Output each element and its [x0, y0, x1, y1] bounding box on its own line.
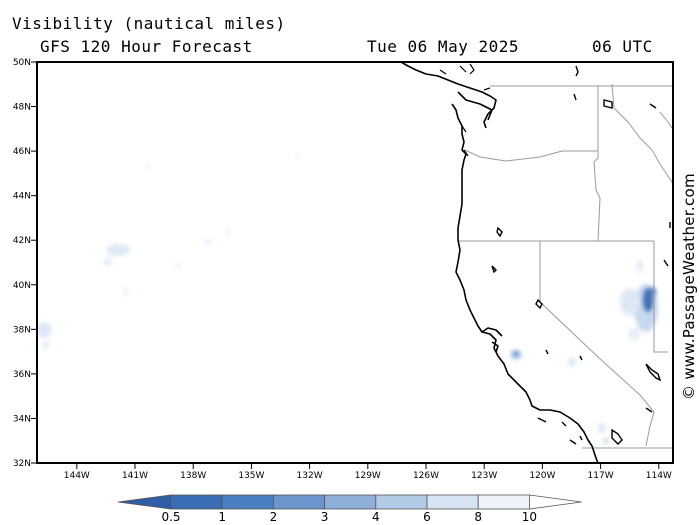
colorbar-label: 1	[218, 510, 226, 524]
forecast-date: Tue 06 May 2025	[367, 37, 519, 56]
lon-label: 138W	[180, 471, 206, 481]
colorbar-min-arrow	[117, 494, 172, 510]
lat-label: 34N	[13, 414, 31, 424]
lon-label: 144W	[64, 471, 90, 481]
colorbar-segment	[221, 494, 274, 510]
colorbar-max-arrow	[529, 494, 582, 510]
colorbar-segment	[324, 494, 377, 510]
lon-label: 132W	[297, 471, 323, 481]
forecast-time: 06 UTC	[592, 37, 653, 56]
colorbar-label: 8	[474, 510, 482, 524]
lon-label: 126W	[413, 471, 439, 481]
lat-label: 50N	[13, 58, 31, 68]
map-frame	[36, 61, 674, 464]
colorbar-label: 4	[372, 510, 380, 524]
lat-label: 32N	[13, 459, 31, 469]
colorbar-segment	[272, 494, 325, 510]
colorbar-segment	[170, 494, 223, 510]
lat-label: 48N	[13, 103, 31, 113]
colorbar-segment	[375, 494, 428, 510]
map-title: Visibility (nautical miles)	[12, 14, 286, 33]
lat-label: 36N	[13, 370, 31, 380]
copyright-credit: © www.PassageWeather.com	[680, 173, 698, 400]
lon-label: 120W	[529, 471, 555, 481]
colorbar-label: 0.5	[161, 510, 180, 524]
lat-label: 38N	[13, 325, 31, 335]
colorbar-segment	[426, 494, 479, 510]
visibility-colorbar: 0.5 1 2 3 4 6 8 10	[117, 494, 582, 524]
coastal-islands	[439, 63, 491, 157]
forecast-model-label: GFS 120 Hour Forecast	[40, 37, 253, 56]
colorbar-label: 6	[423, 510, 431, 524]
lat-label: 42N	[13, 236, 31, 246]
lon-label: 123W	[471, 471, 497, 481]
lat-label: 44N	[13, 192, 31, 202]
lon-label: 114W	[646, 471, 672, 481]
colorbar-label: 3	[321, 510, 329, 524]
lon-label: 141W	[122, 471, 148, 481]
coastline	[400, 62, 599, 463]
map-background	[37, 62, 673, 463]
lon-label: 117W	[588, 471, 614, 481]
lat-label: 46N	[13, 147, 31, 157]
colorbar-segment	[477, 494, 530, 510]
lon-label: 129W	[355, 471, 381, 481]
inland-lakes	[491, 65, 671, 445]
colorbar-label: 2	[270, 510, 278, 524]
lon-label: 135W	[238, 471, 264, 481]
lat-label: 40N	[13, 281, 31, 291]
latitude-axis: 50N 48N 46N 44N 42N 40N 38N 36N 34N 32N	[13, 58, 37, 469]
colorbar-label: 10	[522, 510, 537, 524]
longitude-axis: 144W 141W 138W 135W 132W 129W 126W 123W 120W 117W…	[64, 463, 672, 481]
